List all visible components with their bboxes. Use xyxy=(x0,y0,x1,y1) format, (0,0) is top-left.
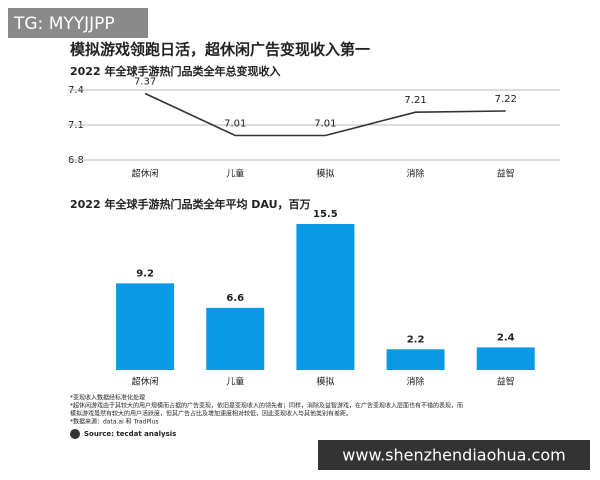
source: Source: tecdat analysis xyxy=(84,430,176,438)
bar xyxy=(386,349,445,370)
line xyxy=(144,92,506,137)
x-tick-label: 消除 xyxy=(407,376,425,388)
x-tick-label: 儿童 xyxy=(226,168,244,180)
x-tick-label: 模拟 xyxy=(316,168,334,180)
bar xyxy=(476,347,535,370)
x-tick-label: 消除 xyxy=(407,168,425,180)
value-label: 9.2 xyxy=(136,268,154,279)
note: *数据来源：data.ai 和 TradPlus xyxy=(70,418,159,426)
value-label: 6.6 xyxy=(226,293,244,304)
value-label: 2.2 xyxy=(407,334,425,345)
bar xyxy=(116,283,175,370)
chart-title: 2022 年全球手游热门品类全年总变现收入 xyxy=(70,64,280,78)
source-logo xyxy=(70,429,80,439)
notes: *变现收入数据经标准化处理 *超休闲游戏由于其较大的用户规模而占据的广告变现，依… xyxy=(70,394,463,426)
x-tick-label: 益智 xyxy=(497,168,515,180)
value-label: 7.22 xyxy=(495,94,517,105)
note: 模拟游戏虽然有较大的用户活跃度，但其广告占比及增加速度相对较低，因此变现收入与其… xyxy=(70,410,352,418)
bar xyxy=(206,307,265,370)
page-title: 模拟游戏领跑日活，超休闲广告变现收入第一 xyxy=(70,41,370,59)
chart-title: 2022 年全球手游热门品类全年平均 DAU，百万 xyxy=(70,197,311,211)
value-label: 7.01 xyxy=(224,119,246,130)
watermark-box xyxy=(318,440,590,470)
watermark: TG: MYYJJPP xyxy=(13,14,115,34)
x-tick-label: 儿童 xyxy=(226,376,244,388)
watermark-box xyxy=(8,8,148,38)
note: *变现收入数据经标准化处理 xyxy=(70,394,145,402)
value-label: 2.4 xyxy=(497,332,515,343)
note: *超休闲游戏由于其较大的用户规模而占据的广告变现，依旧是变现收入的领先者；同样，… xyxy=(70,402,463,410)
x-tick-label: 益智 xyxy=(497,376,515,388)
value-label: 7.21 xyxy=(404,95,426,106)
value-label: 7.37 xyxy=(134,77,156,88)
x-tick-label: 模拟 xyxy=(316,376,334,388)
x-tick-label: 超休闲 xyxy=(132,376,159,388)
watermark: www.shenzhendiaohua.com xyxy=(342,446,565,465)
value-label: 7.01 xyxy=(314,119,336,130)
value-label: 15.5 xyxy=(313,209,338,220)
x-tick-label: 超休闲 xyxy=(132,168,159,180)
bar xyxy=(296,224,355,370)
